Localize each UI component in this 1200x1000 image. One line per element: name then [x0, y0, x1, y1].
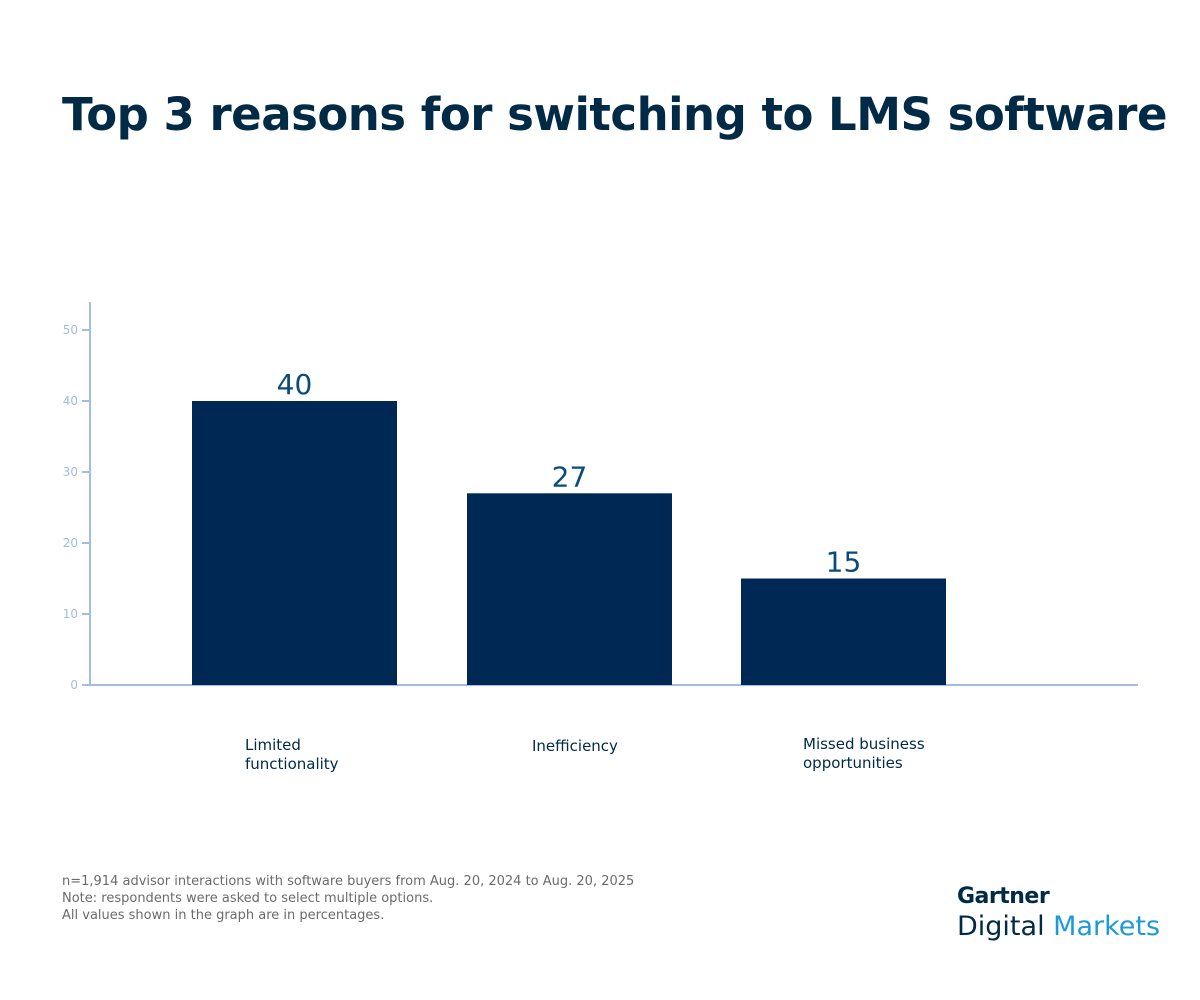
logo-digital: Digital	[957, 911, 1045, 942]
bar	[467, 493, 672, 685]
y-tick-label: 30	[63, 465, 78, 479]
logo-markets: Markets	[1053, 911, 1161, 942]
category-label: Limited functionality	[245, 736, 415, 774]
chart-title: Top 3 reasons for switching to LMS softw…	[62, 88, 1168, 141]
y-tick-label: 40	[63, 394, 78, 408]
y-tick-label: 50	[63, 323, 78, 337]
bar	[741, 578, 946, 685]
category-label: Inefficiency	[532, 737, 702, 756]
category-label-text: Inefficiency	[532, 737, 618, 755]
y-tick-label: 0	[70, 678, 78, 692]
data-label: 40	[277, 368, 313, 401]
category-label-text: Limited functionality	[245, 736, 339, 773]
gartner-digital-markets-logo: Gartner Digital Markets	[957, 884, 1160, 942]
data-label: 15	[826, 546, 862, 579]
logo-brand: Gartner	[957, 884, 1050, 909]
footnote: Note: respondents were asked to select m…	[62, 891, 434, 906]
category-label-text: Missed business opportunities	[803, 735, 925, 772]
bar	[192, 401, 397, 685]
footnote: All values shown in the graph are in per…	[62, 908, 385, 923]
footnotes: n=1,914 advisor interactions with softwa…	[62, 873, 634, 924]
category-label: Missed business opportunities	[803, 735, 973, 773]
y-tick-label: 10	[63, 607, 78, 621]
y-tick-label: 20	[63, 536, 78, 550]
data-label: 27	[552, 460, 588, 493]
footnote: n=1,914 advisor interactions with softwa…	[62, 874, 635, 889]
